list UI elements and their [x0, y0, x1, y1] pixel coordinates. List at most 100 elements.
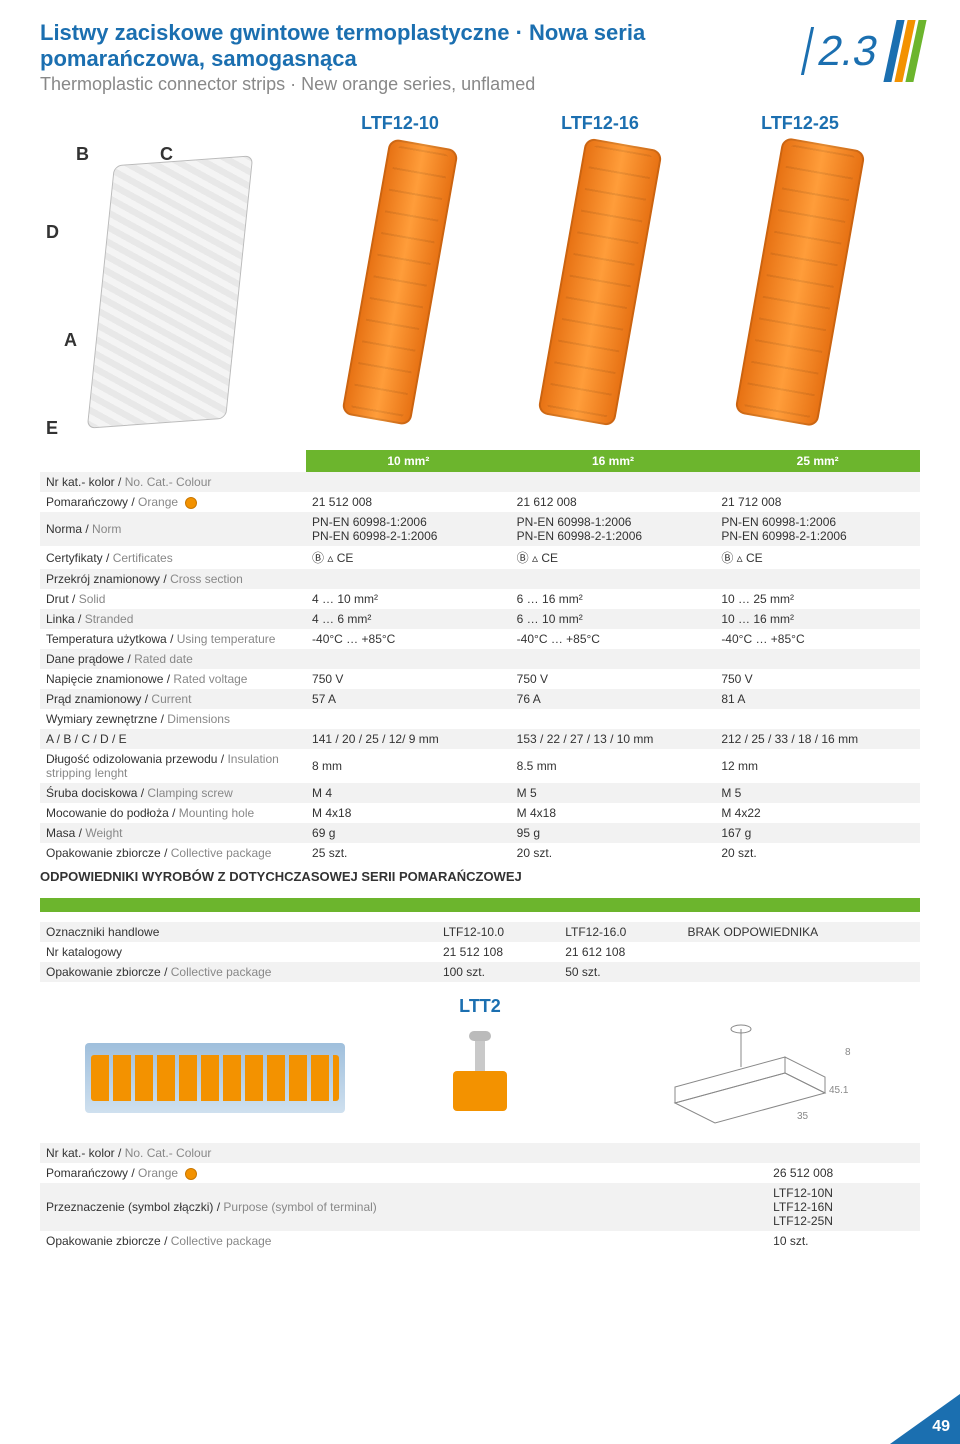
model-label-0: LTF12-10 [300, 113, 500, 134]
section-badge: 2.3 [806, 20, 920, 82]
row-value: M 4x18 [511, 803, 716, 823]
row-value: 750 V [306, 669, 511, 689]
titles: Listwy zaciskowe gwintowe termoplastyczn… [40, 20, 806, 95]
ltt2-clip-photo [435, 1033, 525, 1123]
dim-A: A [64, 330, 77, 351]
row-label: Dane prądowe / Rated date [40, 649, 306, 669]
row-label: Nr kat.- kolor / No. Cat.- Colour [40, 472, 306, 492]
title-pl: Listwy zaciskowe gwintowe termoplastyczn… [40, 20, 806, 72]
table-row: Temperatura użytkowa / Using temperature… [40, 629, 920, 649]
row-label: Opakowanie zbiorcze / Collective package [40, 843, 306, 863]
row-value: 20 szt. [511, 843, 716, 863]
row-value: -40°C … +85°C [306, 629, 511, 649]
row-value [767, 1143, 920, 1163]
row-value [681, 942, 920, 962]
row-value: 95 g [511, 823, 716, 843]
table-row: Opakowanie zbiorcze / Collective package… [40, 962, 920, 982]
row-value: 21 512 008 [306, 492, 511, 512]
row-value: -40°C … +85°C [511, 629, 716, 649]
table-row: Napięcie znamionowe / Rated voltage750 V… [40, 669, 920, 689]
row-value: LTF12-10.0 [437, 922, 559, 942]
table-row: Drut / Solid4 … 10 mm²6 … 16 mm²10 … 25 … [40, 589, 920, 609]
color-swatch [185, 1168, 197, 1180]
model-label-1: LTF12-16 [500, 113, 700, 134]
row-value [715, 709, 920, 729]
row-label: Masa / Weight [40, 823, 306, 843]
row-value [715, 569, 920, 589]
product-photo-1 [500, 142, 700, 422]
footer-note: ODPOWIEDNIKI WYROBÓW Z DOTYCHCZASOWEJ SE… [40, 869, 920, 884]
page-number: 49 [890, 1394, 960, 1444]
row-value: 4 … 6 mm² [306, 609, 511, 629]
row-label: Pomarańczowy / Orange [40, 492, 306, 512]
table-row: Oznaczniki handloweLTF12-10.0LTF12-16.0B… [40, 922, 920, 942]
table-row: Dane prądowe / Rated date [40, 649, 920, 669]
model-label-2: LTF12-25 [700, 113, 900, 134]
table-row: Pomarańczowy / Orange 21 512 00821 612 0… [40, 492, 920, 512]
row-value: 10 … 25 mm² [715, 589, 920, 609]
row-value: 6 … 16 mm² [511, 589, 716, 609]
row-label: Prąd znamionowy / Current [40, 689, 306, 709]
row-value: Ⓑ ▵ CE [511, 546, 716, 569]
dim-C: C [160, 144, 173, 165]
row-value: 57 A [306, 689, 511, 709]
row-value [306, 569, 511, 589]
row-label: Nr katalogowy [40, 942, 437, 962]
row-value: 8.5 mm [511, 749, 716, 783]
row-label: Drut / Solid [40, 589, 306, 609]
row-value: 69 g [306, 823, 511, 843]
row-value: LTF12-10NLTF12-16NLTF12-25N [767, 1183, 920, 1231]
row-value: 12 mm [715, 749, 920, 783]
row-value: 21 512 108 [437, 942, 559, 962]
row-value [681, 962, 920, 982]
ltt2-title: LTT2 [40, 996, 920, 1017]
row-value [715, 649, 920, 669]
row-label: Przeznaczenie (symbol złączki) / Purpose… [40, 1183, 767, 1231]
row-value [306, 472, 511, 492]
product-photo-2 [700, 142, 900, 422]
row-value: 81 A [715, 689, 920, 709]
dim-B: B [76, 144, 89, 165]
row-value: 21 712 008 [715, 492, 920, 512]
row-value: M 4x22 [715, 803, 920, 823]
row-label: Pomarańczowy / Orange [40, 1163, 767, 1183]
table-row: Opakowanie zbiorcze / Collective package… [40, 1231, 920, 1251]
row-value: -40°C … +85°C [715, 629, 920, 649]
row-value [511, 472, 716, 492]
row-value: Ⓑ ▵ CE [715, 546, 920, 569]
ltt2-dim-b: 45.1 [829, 1085, 849, 1096]
color-swatch [185, 497, 197, 509]
equiv-table: Oznaczniki handloweLTF12-10.0LTF12-16.0B… [40, 922, 920, 982]
row-value: 50 szt. [559, 962, 681, 982]
row-label: Norma / Norm [40, 512, 306, 546]
table-row: Prąd znamionowy / Current57 A76 A81 A [40, 689, 920, 709]
row-label: Przekrój znamionowy / Cross section [40, 569, 306, 589]
images-row: B C D A E [40, 142, 920, 442]
row-label: Śruba dociskowa / Clamping screw [40, 783, 306, 803]
row-value: 8 mm [306, 749, 511, 783]
page-number-text: 49 [932, 1418, 950, 1436]
row-value: 167 g [715, 823, 920, 843]
section-number: 2.3 [801, 27, 893, 75]
row-value: Ⓑ ▵ CE [306, 546, 511, 569]
row-value: 20 szt. [715, 843, 920, 863]
product-model-labels: LTF12-10 LTF12-16 LTF12-25 [40, 113, 920, 134]
row-label: Linka / Stranded [40, 609, 306, 629]
table-row: Opakowanie zbiorcze / Collective package… [40, 843, 920, 863]
table-row: Wymiary zewnętrzne / Dimensions [40, 709, 920, 729]
row-value: 26 512 008 [767, 1163, 920, 1183]
row-value: PN-EN 60998-1:2006PN-EN 60998-2-1:2006 [511, 512, 716, 546]
row-value: PN-EN 60998-1:2006PN-EN 60998-2-1:2006 [715, 512, 920, 546]
row-label: Wymiary zewnętrzne / Dimensions [40, 709, 306, 729]
row-value: 10 … 16 mm² [715, 609, 920, 629]
row-value: 76 A [511, 689, 716, 709]
ltt2-images: 35 45.1 8 [40, 1023, 920, 1133]
row-value: 141 / 20 / 25 / 12/ 9 mm [306, 729, 511, 749]
row-label: Opakowanie zbiorcze / Collective package [40, 1231, 767, 1251]
row-value [511, 649, 716, 669]
row-value: M 5 [511, 783, 716, 803]
table-row: Długość odizolowania przewodu / Insulati… [40, 749, 920, 783]
row-label: Mocowanie do podłoża / Mounting hole [40, 803, 306, 823]
row-value: LTF12-16.0 [559, 922, 681, 942]
table-row: Nr katalogowy21 512 10821 612 108 [40, 942, 920, 962]
